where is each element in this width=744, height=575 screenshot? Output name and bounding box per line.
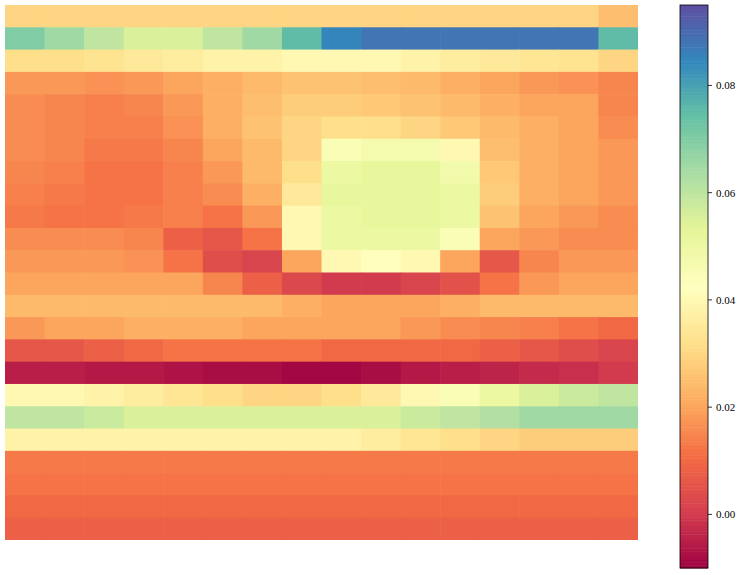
svg-text:0.04: 0.04 <box>716 294 736 306</box>
svg-text:0.08: 0.08 <box>716 79 736 91</box>
svg-text:0.02: 0.02 <box>716 401 735 413</box>
svg-text:0.06: 0.06 <box>716 187 736 199</box>
svg-text:0.00: 0.00 <box>716 508 736 520</box>
